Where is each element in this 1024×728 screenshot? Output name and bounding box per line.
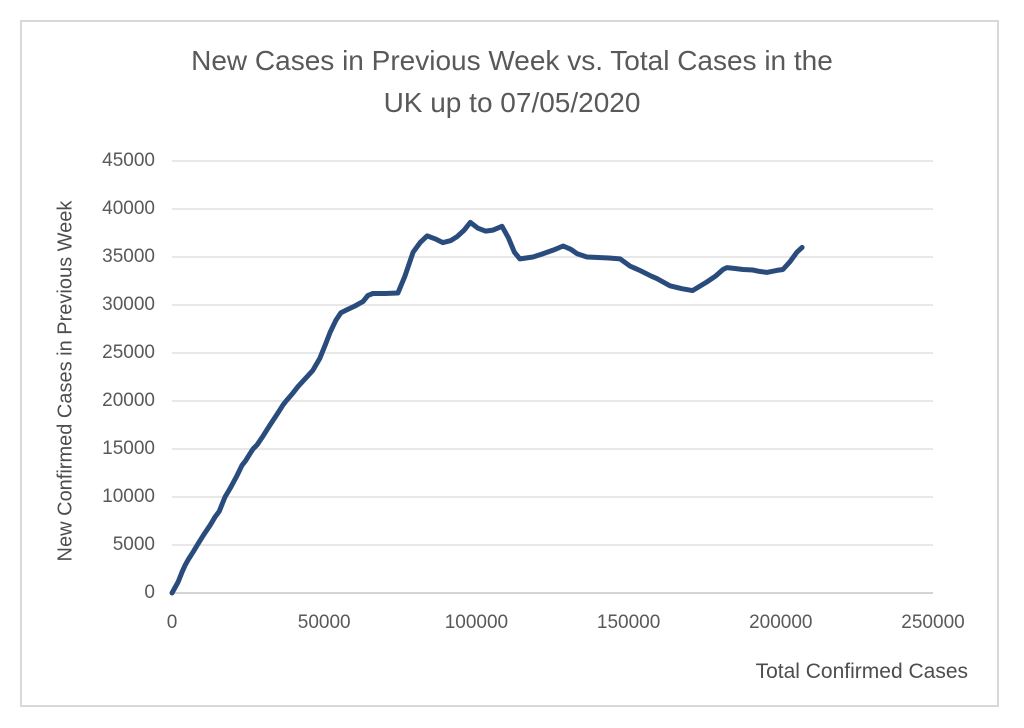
y-tick-label: 10000 [102, 486, 155, 507]
y-tick-label: 40000 [102, 198, 155, 219]
y-tick-label: 20000 [102, 390, 155, 411]
chart-title-line1: New Cases in Previous Week vs. Total Cas… [191, 45, 833, 76]
chart-title: New Cases in Previous Week vs. Total Cas… [0, 40, 1024, 124]
x-tick-label: 200000 [749, 612, 813, 633]
y-tick-label: 5000 [112, 534, 155, 555]
y-tick-label: 15000 [102, 438, 155, 459]
y-tick-label: 30000 [102, 294, 155, 315]
y-tick-label: 25000 [102, 342, 155, 363]
series-line [169, 219, 805, 596]
chart-title-line2: UK up to 07/05/2020 [383, 87, 641, 118]
y-tick-label: 0 [144, 582, 155, 603]
x-tick-label: 0 [166, 612, 178, 633]
y-tick-label: 45000 [102, 150, 155, 171]
plot-area [169, 160, 933, 596]
x-tick-label: 50000 [297, 612, 351, 633]
x-tick-label: 100000 [444, 612, 509, 633]
x-axis-title: Total Confirmed Cases [755, 660, 968, 683]
x-tick-label: 250000 [901, 612, 965, 633]
y-tick-label: 35000 [102, 246, 155, 267]
x-tick-label: 150000 [596, 612, 661, 633]
